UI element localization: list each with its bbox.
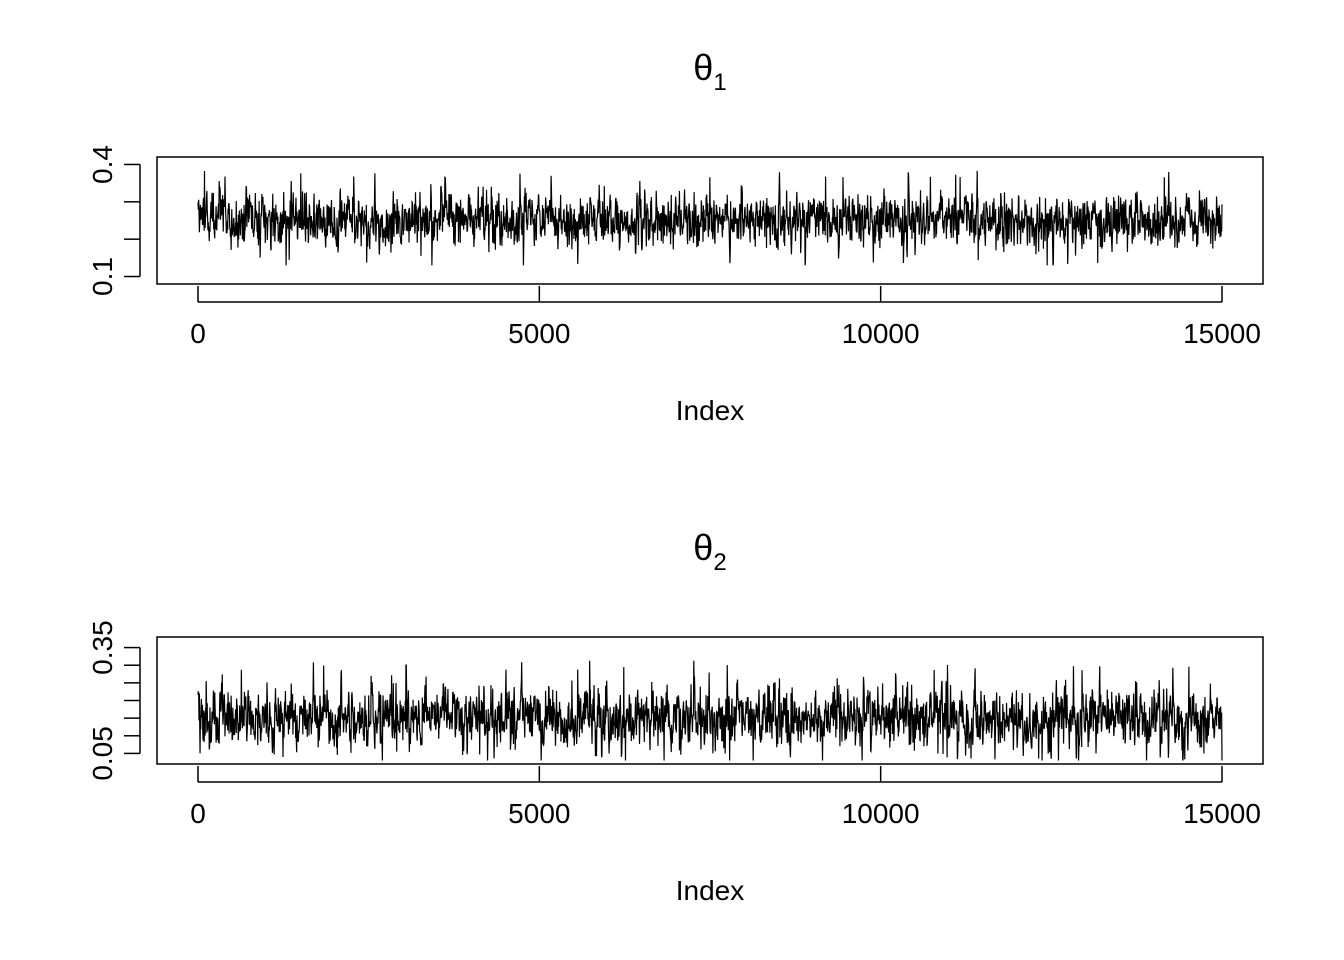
chart-title-2: θ2 [693, 527, 726, 576]
x-tick-label-1-1: 5000 [508, 318, 570, 349]
x-axis-label-2: Index [676, 875, 745, 906]
plot-frame-1 [156, 156, 1264, 285]
trace-line-2 [197, 660, 1223, 761]
x-tick-label-2-2: 10000 [842, 798, 920, 829]
x-tick-label-2-1: 5000 [508, 798, 570, 829]
x-tick-label-1-3: 15000 [1183, 318, 1261, 349]
y-tick-label-1-0: 0.1 [87, 257, 118, 296]
x-tick-label-1-2: 10000 [842, 318, 920, 349]
y-tick-label-2-6: 0.35 [87, 620, 118, 675]
plot-frame-2 [156, 636, 1264, 765]
x-tick-label-2-0: 0 [190, 798, 206, 829]
chart-title-subscript: 1 [713, 69, 726, 96]
x-tick-label-2-3: 15000 [1183, 798, 1261, 829]
y-tick-label-2-0: 0.05 [87, 726, 118, 781]
x-tick-label-1-0: 0 [190, 318, 206, 349]
y-tick-label-1-3: 0.4 [87, 145, 118, 184]
chart-title-symbol: θ [693, 527, 713, 568]
x-axis-label-1: Index [676, 395, 745, 426]
trace-line-1 [197, 170, 1223, 266]
chart-title-1: θ1 [693, 47, 726, 96]
chart-title-subscript: 2 [713, 549, 726, 576]
chart-title-symbol: θ [693, 47, 713, 88]
